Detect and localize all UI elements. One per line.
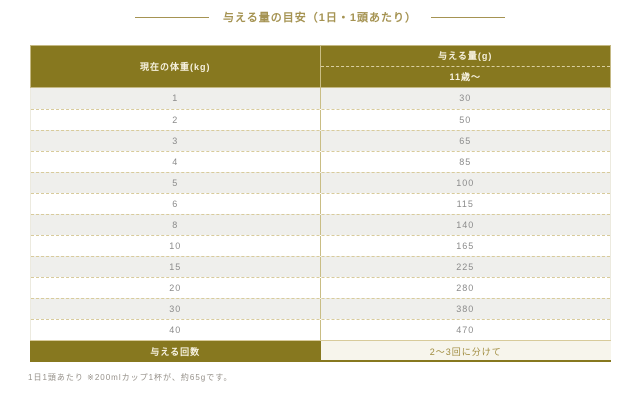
weight-cell: 30: [31, 299, 321, 319]
weight-cell: 2: [31, 110, 321, 130]
col-subheader-age: 11歳～: [449, 72, 481, 82]
weight-cell: 15: [31, 257, 321, 277]
amount-cell: 30: [459, 93, 472, 103]
table-body: 1 30 2 50 3 65 4 85 5 100 6 115 8 140 10 165 15 225 20 280 3…: [30, 88, 611, 340]
amount-cell: 115: [456, 199, 474, 209]
col-header-amount-group: 与える量(g) 11歳～: [320, 46, 610, 87]
weight-cell: 4: [31, 152, 321, 172]
amount-cell: 50: [459, 115, 472, 125]
table-footer-row: 与える回数 2～3回に分けて: [30, 340, 611, 362]
footnote: 1日1頭あたり ※200mlカップ1杯が、約65gです。: [28, 373, 233, 382]
weight-cell: 10: [31, 236, 321, 256]
table-row: 2 50: [31, 109, 610, 130]
table-row: 8 140: [31, 214, 610, 235]
amount-cell: 165: [456, 241, 475, 251]
feeding-amount-table: 現在の体重(kg) 与える量(g) 11歳～ 1 30 2 50 3 65 4 85 5 100 6…: [30, 45, 611, 362]
col-header-amount: 与える量(g): [320, 46, 610, 67]
table-row: 3 65: [31, 130, 610, 151]
table-row: 1 30: [31, 88, 610, 109]
weight-cell: 20: [31, 278, 321, 298]
footer-label: 与える回数: [30, 341, 321, 360]
title-rule-right: [430, 16, 505, 18]
table-row: 40 470: [31, 319, 610, 340]
footer-value: 2～3回に分けて: [320, 341, 611, 360]
amount-cell: 140: [456, 220, 475, 230]
table-row: 4 85: [31, 151, 610, 172]
weight-cell: 1: [31, 88, 321, 109]
table-row: 6 115: [31, 193, 610, 214]
amount-cell: 85: [459, 157, 472, 167]
amount-cell: 470: [456, 325, 475, 335]
weight-cell: 5: [31, 173, 321, 193]
amount-cell: 65: [459, 136, 472, 146]
section-title-row: 与える量の目安（1日・1頭あたり）: [0, 0, 640, 25]
title-rule-left: [135, 16, 210, 18]
amount-cell: 380: [456, 304, 475, 314]
table-header: 現在の体重(kg) 与える量(g) 11歳～: [30, 45, 611, 88]
weight-cell: 3: [31, 131, 321, 151]
table-row: 10 165: [31, 235, 610, 256]
page-title: 与える量の目安（1日・1頭あたり）: [223, 12, 417, 24]
weight-cell: 40: [31, 320, 321, 340]
table-row: 30 380: [31, 298, 610, 319]
weight-cell: 8: [31, 215, 321, 235]
amount-cell: 280: [456, 283, 475, 293]
amount-cell: 100: [456, 178, 475, 188]
col-header-weight: 現在の体重(kg): [31, 46, 321, 87]
table-row: 20 280: [31, 277, 610, 298]
weight-cell: 6: [31, 194, 321, 214]
amount-cell: 225: [456, 262, 475, 272]
table-row: 5 100: [31, 172, 610, 193]
table-row: 15 225: [31, 256, 610, 277]
